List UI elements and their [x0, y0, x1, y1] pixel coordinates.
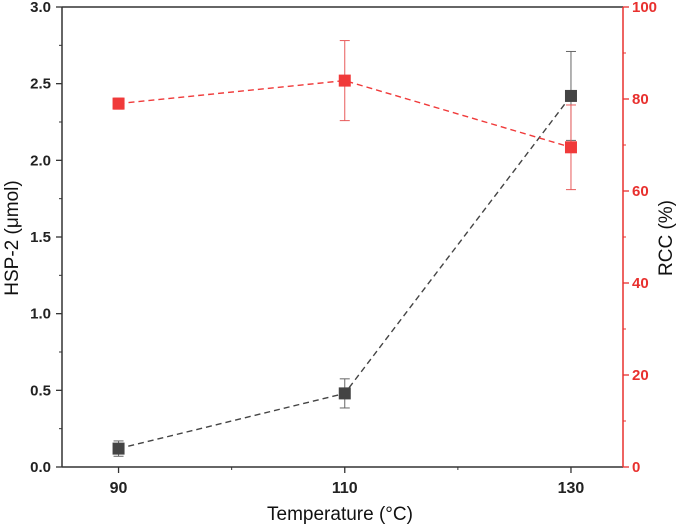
left-tick-label: 2.5 [30, 76, 51, 93]
right-tick-label: 20 [632, 367, 649, 384]
right-tick-label: 100 [632, 0, 657, 16]
rcc-data-point [338, 74, 351, 87]
left-tick-label: 0.0 [30, 459, 51, 476]
rcc-series-line [118, 79, 572, 148]
right-tick-label: 40 [632, 275, 649, 292]
x-axis-ticks: 90 110 130 [110, 467, 585, 497]
rcc-data-point [112, 97, 125, 110]
rcc-series [112, 40, 577, 191]
right-tick-label: 80 [632, 91, 649, 108]
left-axis-ticks: 0.0 0.5 1.0 1.5 2.0 2.5 3.0 [30, 0, 62, 476]
left-tick-label: 3.0 [30, 0, 51, 16]
y-axis-right-label: RCC (%) [656, 200, 677, 276]
rcc-data-point [564, 141, 577, 154]
x-tick-label: 110 [332, 480, 358, 497]
series-layer [112, 40, 577, 457]
left-tick-label: 2.0 [30, 152, 51, 169]
hsp-series [112, 50, 577, 457]
y-axis-left-label: HSP-2 (μmol) [2, 180, 23, 295]
hsp-data-point [112, 442, 125, 455]
x-tick-label: 130 [558, 480, 585, 497]
hsp-data-point [338, 387, 351, 400]
hsp-data-point [564, 89, 577, 102]
x-tick-label: 90 [110, 480, 128, 497]
left-tick-label: 1.0 [30, 306, 51, 323]
x-axis-label: Temperature (°C) [267, 504, 413, 525]
right-tick-label: 60 [632, 183, 649, 200]
left-tick-label: 0.5 [30, 382, 51, 399]
right-tick-label: 0 [632, 459, 640, 476]
left-tick-label: 1.5 [30, 229, 51, 246]
right-axis-ticks: 0 20 40 60 80 100 [623, 0, 657, 476]
